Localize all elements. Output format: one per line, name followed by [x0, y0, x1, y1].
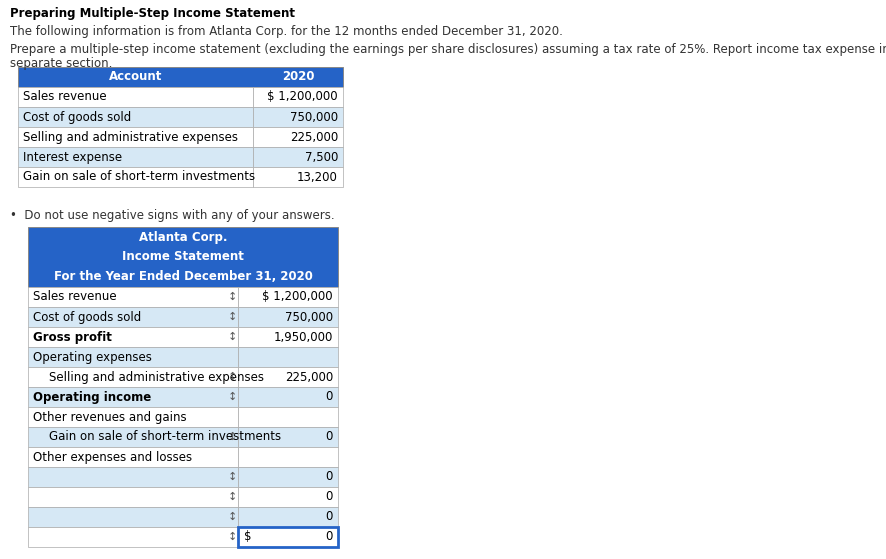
Bar — [28, 467, 237, 487]
Text: Cost of goods sold: Cost of goods sold — [33, 310, 141, 324]
Bar — [28, 487, 237, 507]
Text: ↕: ↕ — [227, 432, 237, 442]
Bar — [237, 427, 338, 447]
Bar — [28, 287, 237, 307]
Bar — [237, 307, 338, 327]
Bar — [28, 527, 237, 547]
Text: 2020: 2020 — [282, 70, 314, 83]
Bar — [28, 307, 237, 327]
Text: Preparing Multiple-Step Income Statement: Preparing Multiple-Step Income Statement — [10, 7, 295, 20]
Text: $ 1,200,000: $ 1,200,000 — [267, 91, 338, 103]
Text: Account: Account — [109, 70, 162, 83]
Bar — [28, 367, 237, 387]
Text: Gross profit: Gross profit — [33, 330, 112, 343]
Text: Sales revenue: Sales revenue — [23, 91, 106, 103]
Text: Other expenses and losses: Other expenses and losses — [33, 451, 192, 463]
Bar — [253, 127, 343, 147]
Text: For the Year Ended December 31, 2020: For the Year Ended December 31, 2020 — [53, 271, 312, 283]
Bar — [18, 127, 253, 147]
Text: 750,000: 750,000 — [290, 111, 338, 124]
Bar — [237, 467, 338, 487]
Text: Prepare a multiple-step income statement (excluding the earnings per share discl: Prepare a multiple-step income statement… — [10, 43, 886, 56]
Bar — [237, 407, 338, 427]
Bar — [237, 367, 338, 387]
Text: Operating income: Operating income — [33, 391, 152, 404]
Text: Gain on sale of short-term investments: Gain on sale of short-term investments — [49, 430, 281, 443]
Text: 0: 0 — [325, 430, 332, 443]
Text: separate section.: separate section. — [10, 57, 113, 70]
Bar — [28, 407, 237, 427]
Text: ↕: ↕ — [227, 312, 237, 322]
Text: $ 1,200,000: $ 1,200,000 — [262, 291, 332, 304]
Text: 0: 0 — [325, 510, 332, 523]
Text: Other revenues and gains: Other revenues and gains — [33, 410, 186, 424]
Text: ↕: ↕ — [227, 292, 237, 302]
Text: Operating expenses: Operating expenses — [33, 350, 152, 363]
Text: ↕: ↕ — [227, 472, 237, 482]
Bar — [28, 347, 237, 367]
Text: 225,000: 225,000 — [284, 371, 332, 383]
Bar — [28, 327, 237, 347]
Bar — [18, 67, 343, 87]
Text: $: $ — [244, 530, 252, 543]
Text: 13,200: 13,200 — [297, 170, 338, 183]
Text: Income Statement: Income Statement — [122, 250, 244, 263]
Text: ↕: ↕ — [227, 512, 237, 522]
Text: 7,500: 7,500 — [304, 150, 338, 163]
Bar — [237, 527, 338, 547]
Bar — [253, 87, 343, 107]
Text: Sales revenue: Sales revenue — [33, 291, 116, 304]
Bar — [237, 287, 338, 307]
Text: ↕: ↕ — [227, 492, 237, 502]
Text: 225,000: 225,000 — [290, 130, 338, 144]
Text: Atlanta Corp.: Atlanta Corp. — [138, 230, 227, 244]
Bar — [253, 167, 343, 187]
Bar — [253, 147, 343, 167]
Bar — [237, 347, 338, 367]
Bar — [253, 107, 343, 127]
Text: 0: 0 — [325, 391, 332, 404]
Bar — [28, 507, 237, 527]
Bar — [18, 167, 253, 187]
Bar — [18, 147, 253, 167]
Text: 0: 0 — [325, 471, 332, 484]
Text: ↕: ↕ — [227, 332, 237, 342]
Bar — [237, 487, 338, 507]
Text: Interest expense: Interest expense — [23, 150, 122, 163]
Bar — [237, 327, 338, 347]
Bar — [28, 447, 237, 467]
Text: 0: 0 — [325, 490, 332, 504]
Text: Cost of goods sold: Cost of goods sold — [23, 111, 131, 124]
Text: Gain on sale of short-term investments: Gain on sale of short-term investments — [23, 170, 255, 183]
Text: 750,000: 750,000 — [284, 310, 332, 324]
Text: ↕: ↕ — [227, 532, 237, 542]
Bar — [18, 87, 253, 107]
Text: Selling and administrative expenses: Selling and administrative expenses — [23, 130, 237, 144]
Bar — [28, 227, 338, 287]
Bar — [237, 507, 338, 527]
Text: 1,950,000: 1,950,000 — [273, 330, 332, 343]
Text: 0: 0 — [325, 530, 332, 543]
Text: ↕: ↕ — [227, 372, 237, 382]
Bar — [18, 107, 253, 127]
Text: ↕: ↕ — [227, 392, 237, 402]
Text: The following information is from Atlanta Corp. for the 12 months ended December: The following information is from Atlant… — [10, 25, 563, 38]
Text: Selling and administrative expenses: Selling and administrative expenses — [49, 371, 264, 383]
Bar — [28, 427, 237, 447]
Text: •  Do not use negative signs with any of your answers.: • Do not use negative signs with any of … — [10, 209, 334, 222]
Bar — [28, 387, 237, 407]
Bar — [237, 387, 338, 407]
Bar — [237, 447, 338, 467]
